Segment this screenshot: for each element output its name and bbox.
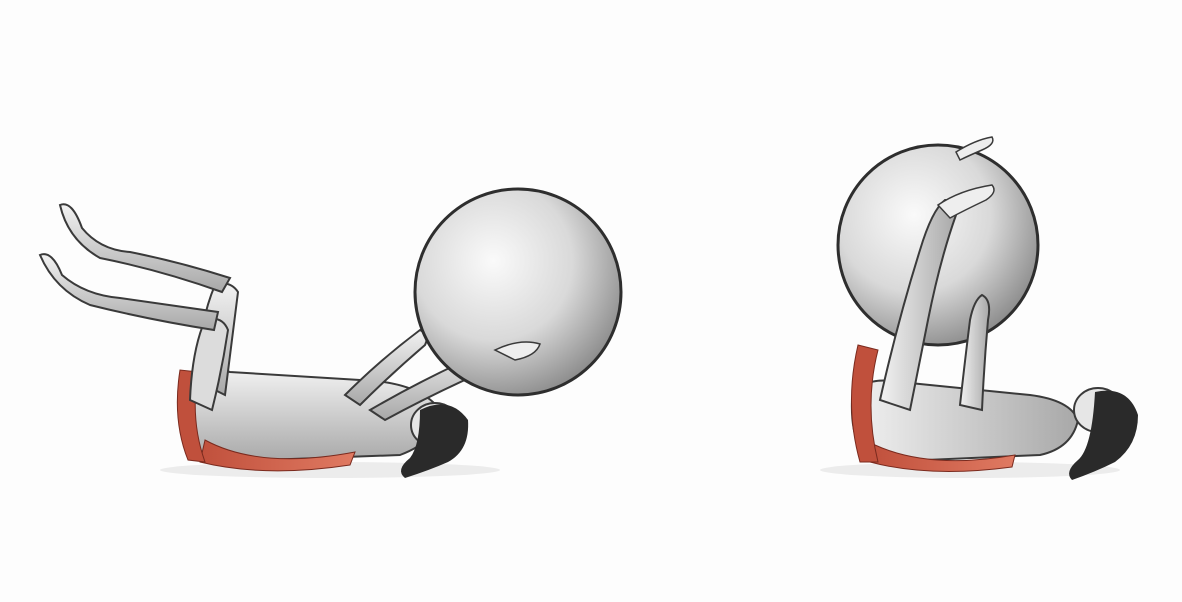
start-position-figure bbox=[38, 187, 623, 478]
arms bbox=[958, 293, 991, 412]
start-position-drawing bbox=[38, 187, 623, 478]
hand bbox=[493, 341, 541, 361]
lower-shin bbox=[38, 253, 220, 332]
hair bbox=[1069, 390, 1138, 480]
abdominal-muscle bbox=[199, 439, 356, 472]
upper-shin bbox=[58, 203, 232, 294]
hair bbox=[401, 404, 469, 478]
foot bbox=[936, 184, 995, 219]
abdominal-muscle bbox=[869, 444, 1016, 472]
lower-thigh bbox=[188, 317, 230, 412]
end-position-figure bbox=[760, 0, 1182, 602]
hip-muscle bbox=[850, 344, 879, 463]
end-position-drawing bbox=[820, 136, 1138, 480]
exercise-ball bbox=[413, 187, 623, 397]
foot-top bbox=[955, 136, 994, 162]
